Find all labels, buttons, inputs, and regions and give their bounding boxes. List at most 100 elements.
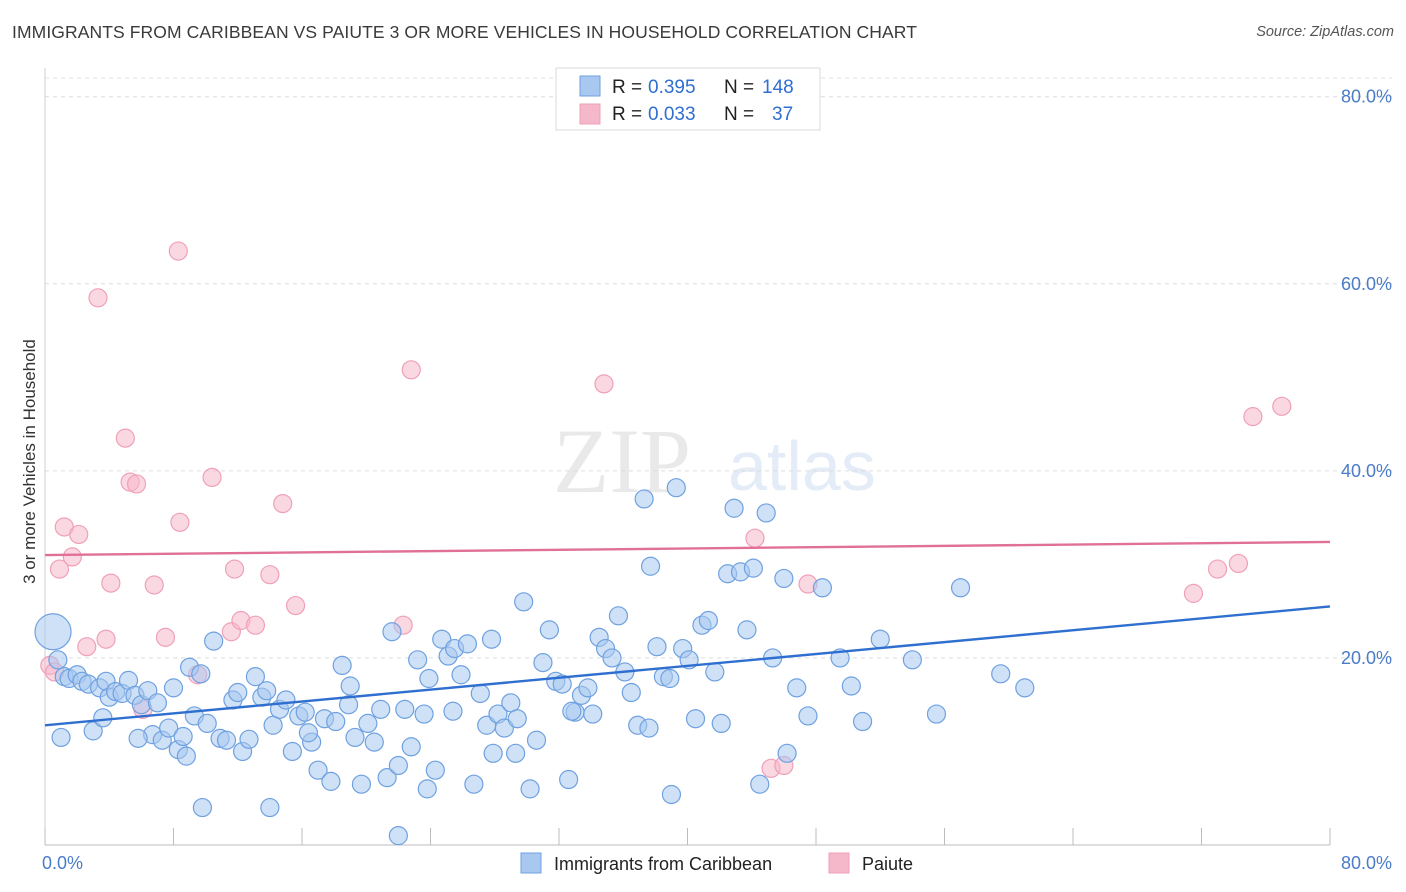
caribbean-point-143 [93,708,113,728]
caribbean-point-75 [494,718,514,738]
caribbean-point-1 [48,650,68,670]
caribbean-point-80 [526,730,547,750]
paiute-point-19 [202,467,222,488]
caribbean-point-133 [388,826,408,846]
y-axis-label: 3 or more Vehicles in Household [20,339,39,584]
caribbean-point-79 [520,779,540,799]
caribbean-point-105 [685,709,706,729]
legend-r-label-caribbean: R = [612,77,642,98]
paiute-point-10 [115,428,135,448]
caribbean-point-54 [364,732,384,752]
paiute-point-7 [88,288,108,308]
caribbean-point-99 [647,637,667,657]
caribbean-point-147 [443,701,463,721]
caribbean-point-138 [483,743,503,763]
caribbean-point-23 [173,726,193,747]
caribbean-point-43 [295,702,315,722]
caribbean-point-113 [737,620,757,640]
caribbean-point-118 [774,568,794,589]
trend-lines [44,540,1331,727]
caribbean-point-30 [216,730,237,750]
caribbean-point-41 [282,741,302,762]
caribbean-point-128 [991,664,1011,684]
bottom-legend-label-caribbean: Immigrants from Caribbean [554,854,772,874]
legend-r-value-caribbean: 0.395 [648,77,696,98]
paiute-point-37 [1243,407,1263,427]
caribbean-point-115 [750,774,770,794]
caribbean-point-120 [798,706,818,726]
paiute-point-26 [285,595,306,616]
bottom-legend-swatch-paiute [828,852,850,874]
caribbean-point-21 [163,678,184,698]
caribbean-point-130 [51,727,71,748]
caribbean-point-101 [660,668,680,689]
paiute-point-38 [1272,396,1292,416]
caribbean-point-27 [197,713,217,734]
chart-title: IMMIGRANTS FROM CARIBBEAN VS PAIUTE 3 OR… [12,22,918,42]
legend-r-value-paiute: 0.033 [648,104,696,125]
caribbean-point-58 [388,755,408,776]
caribbean-point-78 [514,592,534,612]
bottom-legend-swatch-caribbean [520,852,542,874]
caribbean-point-131 [192,797,213,818]
paiute-point-2 [49,559,70,579]
paiute-point-25 [273,493,293,514]
y-tick-label-2: 60.0% [1341,274,1392,294]
x-tick-labels: 0.0% 80.0% [42,853,1392,873]
caribbean-point-63 [419,668,439,689]
paiute-point-8 [96,629,116,649]
caribbean-point-77 [507,709,527,729]
caribbean-point-116 [756,503,776,523]
caribbean-point-55 [371,699,391,719]
caribbean-point-134 [417,779,437,799]
watermark-atlas: atlas [728,427,876,505]
caribbean-point-82 [539,620,559,640]
paiute-point-16 [168,241,188,261]
caribbean-point-50 [338,695,359,715]
legend-swatch-paiute [579,103,601,125]
caribbean-point-140 [298,723,319,743]
caribbean-point-37 [257,681,277,701]
caribbean-point-132 [260,797,280,818]
caribbean-point-122 [830,648,850,668]
caribbean-point-121 [812,578,833,598]
caribbean-point-107 [698,610,718,631]
correlation-legend: R = 0.395 N = 148 R = 0.033 N = 37 [555,67,821,131]
caribbean-point-85 [559,769,579,790]
caribbean-point-93 [608,606,629,626]
caribbean-point-71 [470,683,490,704]
caribbean-point-65 [432,629,452,649]
caribbean-point-125 [902,650,922,670]
caribbean-point-40 [276,690,296,710]
caribbean-point-108 [705,662,725,682]
caribbean-point-145 [852,711,873,732]
caribbean-point-53 [358,713,378,734]
caribbean-point-52 [351,774,372,794]
caribbean-point-129 [1015,678,1035,698]
caribbean-point-126 [926,704,947,724]
caribbean-point-146 [506,743,526,763]
caribbean-point-26 [191,664,211,684]
caribbean-point-51 [345,727,365,748]
x-tick-label-1: 80.0% [1341,853,1392,873]
y-tick-labels: 20.0% 40.0% 60.0% 80.0% [1341,87,1392,668]
bottom-legend-label-paiute: Paiute [862,854,913,874]
caribbean-point-137 [661,784,682,805]
paiute-point-35 [1207,559,1228,579]
paiute-point-23 [245,615,266,635]
caribbean-point-135 [562,701,582,721]
watermark-zip: ZIP [553,410,691,512]
caribbean-point-76 [501,693,521,713]
caribbean-point-95 [621,682,641,703]
caribbean-point-34 [239,729,259,749]
legend-swatch-caribbean [579,75,601,97]
paiute-point-5 [69,524,89,545]
paiute-point-14 [144,575,164,595]
caribbean-point-136 [639,718,659,738]
caribbean-point-49 [332,655,352,676]
axes [44,68,1331,846]
paiute-point-28 [401,360,421,380]
y-tick-label-3: 80.0% [1341,87,1392,107]
caribbean-point-60 [401,737,421,757]
